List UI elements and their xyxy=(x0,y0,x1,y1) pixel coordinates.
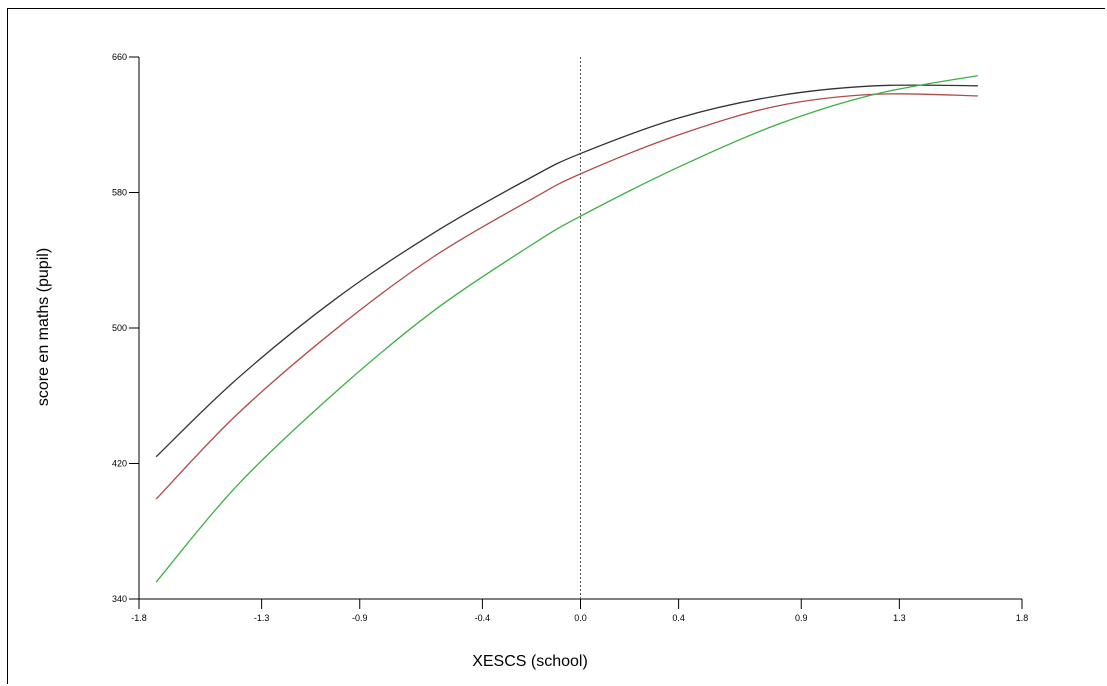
x-tick-label: -1.3 xyxy=(254,613,270,623)
x-tick-label: -0.4 xyxy=(475,613,491,623)
x-tick-label: 0.4 xyxy=(672,613,685,623)
series-line-3 xyxy=(155,74,978,583)
y-tick-label: 340 xyxy=(112,594,127,604)
x-tick-label: 0.9 xyxy=(795,613,808,623)
y-tick-label: 660 xyxy=(112,52,127,62)
x-tick-label: 0.0 xyxy=(574,613,587,623)
x-tick-label: 1.8 xyxy=(1016,613,1029,623)
line-chart: 340 420 500 580 660 -1.8 -1.3 -0.9 -0.4 0.0 0.4 0.… xyxy=(35,52,1028,670)
series-line-2 xyxy=(155,93,978,500)
chart-frame: 340 420 500 580 660 -1.8 -1.3 -0.9 -0.4 0.0 0.4 0.… xyxy=(7,8,1105,684)
y-tick-label: 500 xyxy=(112,323,127,333)
x-tick-label: -0.9 xyxy=(352,613,368,623)
y-ticks: 340 420 500 580 660 xyxy=(112,52,139,604)
x-ticks: -1.8 -1.3 -0.9 -0.4 0.0 0.4 0.9 1.3 1.8 xyxy=(131,599,1028,623)
y-tick-label: 420 xyxy=(112,459,127,469)
series-line-1 xyxy=(155,84,978,458)
y-axis-title: score en maths (pupil) xyxy=(35,248,52,406)
y-tick-label: 580 xyxy=(112,188,127,198)
x-axis-title: XESCS (school) xyxy=(472,653,588,670)
series-lines xyxy=(155,74,978,583)
x-tick-label: -1.8 xyxy=(131,613,147,623)
x-tick-label: 1.3 xyxy=(893,613,906,623)
